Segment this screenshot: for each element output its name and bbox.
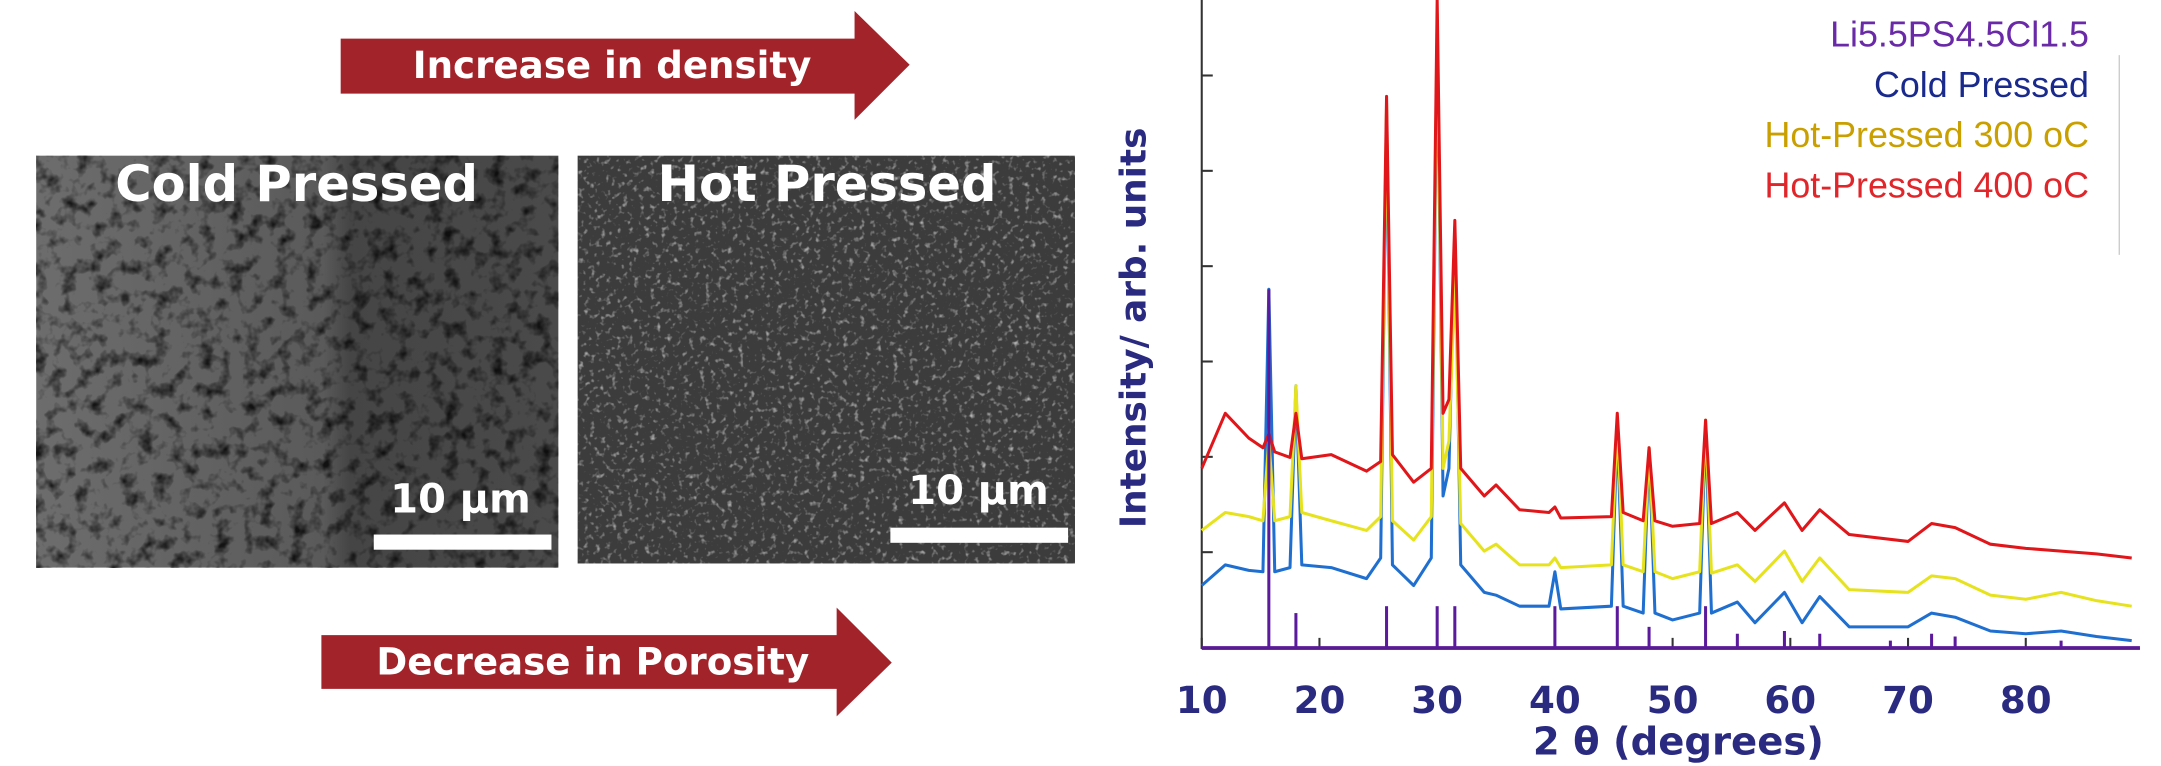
x-tick-label: 40: [1529, 678, 1581, 722]
scale-label: 10 µm: [908, 468, 1048, 514]
scale-label: 10 µm: [390, 476, 530, 522]
legend-entry: Hot-Pressed 300 oC: [1765, 115, 2089, 155]
legend-entry: Hot-Pressed 400 oC: [1765, 166, 2089, 206]
legend-entry: Cold Pressed: [1874, 65, 2089, 105]
arrow-label: Decrease in Porosity: [376, 640, 809, 684]
scale-bar: [374, 535, 552, 550]
legend-entry: Li5.5PS4.5Cl1.5: [1830, 15, 2089, 55]
image-label: Cold Pressed: [115, 155, 478, 213]
page: Increase in density Decrease in Porosity…: [0, 0, 2161, 766]
x-tick-label: 80: [2000, 678, 2052, 722]
x-tick-label: 30: [1411, 678, 1463, 722]
figure: Increase in density Decrease in Porosity…: [0, 0, 2161, 766]
arrow-label: Increase in density: [413, 43, 812, 87]
x-tick-label: 50: [1647, 678, 1699, 722]
x-tick-label: 10: [1176, 678, 1228, 722]
x-tick-label: 60: [1764, 678, 1816, 722]
x-tick-label: 20: [1294, 678, 1346, 722]
scale-bar: [890, 528, 1068, 543]
image-label: Hot Pressed: [657, 155, 996, 213]
y-axis-label: Intensity/ arb. units: [1114, 128, 1155, 529]
x-tick-label: 70: [1882, 678, 1934, 722]
x-axis-label: 2 θ (degrees): [1533, 719, 1824, 764]
